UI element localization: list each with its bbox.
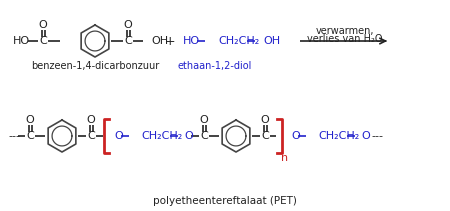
- Text: O: O: [86, 115, 95, 125]
- Text: C: C: [200, 131, 208, 141]
- Text: CH₂CH₂: CH₂CH₂: [141, 131, 182, 141]
- Text: O: O: [291, 131, 300, 141]
- Text: CH₂CH₂: CH₂CH₂: [318, 131, 359, 141]
- Text: CH₂CH₂: CH₂CH₂: [218, 36, 259, 46]
- Text: O: O: [361, 131, 370, 141]
- Text: C: C: [26, 131, 34, 141]
- Text: C: C: [124, 36, 132, 46]
- Text: verlies van H₂O: verlies van H₂O: [307, 34, 383, 44]
- Text: verwarmen,: verwarmen,: [316, 26, 374, 36]
- Text: ethaan-1,2-diol: ethaan-1,2-diol: [178, 61, 252, 71]
- Text: OH: OH: [263, 36, 280, 46]
- Text: +: +: [165, 35, 176, 47]
- Text: O: O: [200, 115, 208, 125]
- Text: C: C: [39, 36, 47, 46]
- Text: benzeen-1,4-dicarbonzuur: benzeen-1,4-dicarbonzuur: [31, 61, 159, 71]
- Text: HO: HO: [183, 36, 200, 46]
- Text: HO: HO: [13, 36, 30, 46]
- Text: O: O: [114, 131, 123, 141]
- Text: polyetheentereftalaat (PET): polyetheentereftalaat (PET): [153, 196, 297, 206]
- Text: O: O: [261, 115, 270, 125]
- Text: n: n: [281, 153, 288, 163]
- Text: ---: ---: [8, 131, 20, 141]
- Text: O: O: [124, 20, 132, 30]
- Text: O: O: [39, 20, 47, 30]
- Text: ---: ---: [371, 131, 383, 141]
- Text: O: O: [184, 131, 193, 141]
- Text: OH: OH: [151, 36, 168, 46]
- Text: O: O: [26, 115, 34, 125]
- Text: C: C: [87, 131, 95, 141]
- Text: C: C: [261, 131, 269, 141]
